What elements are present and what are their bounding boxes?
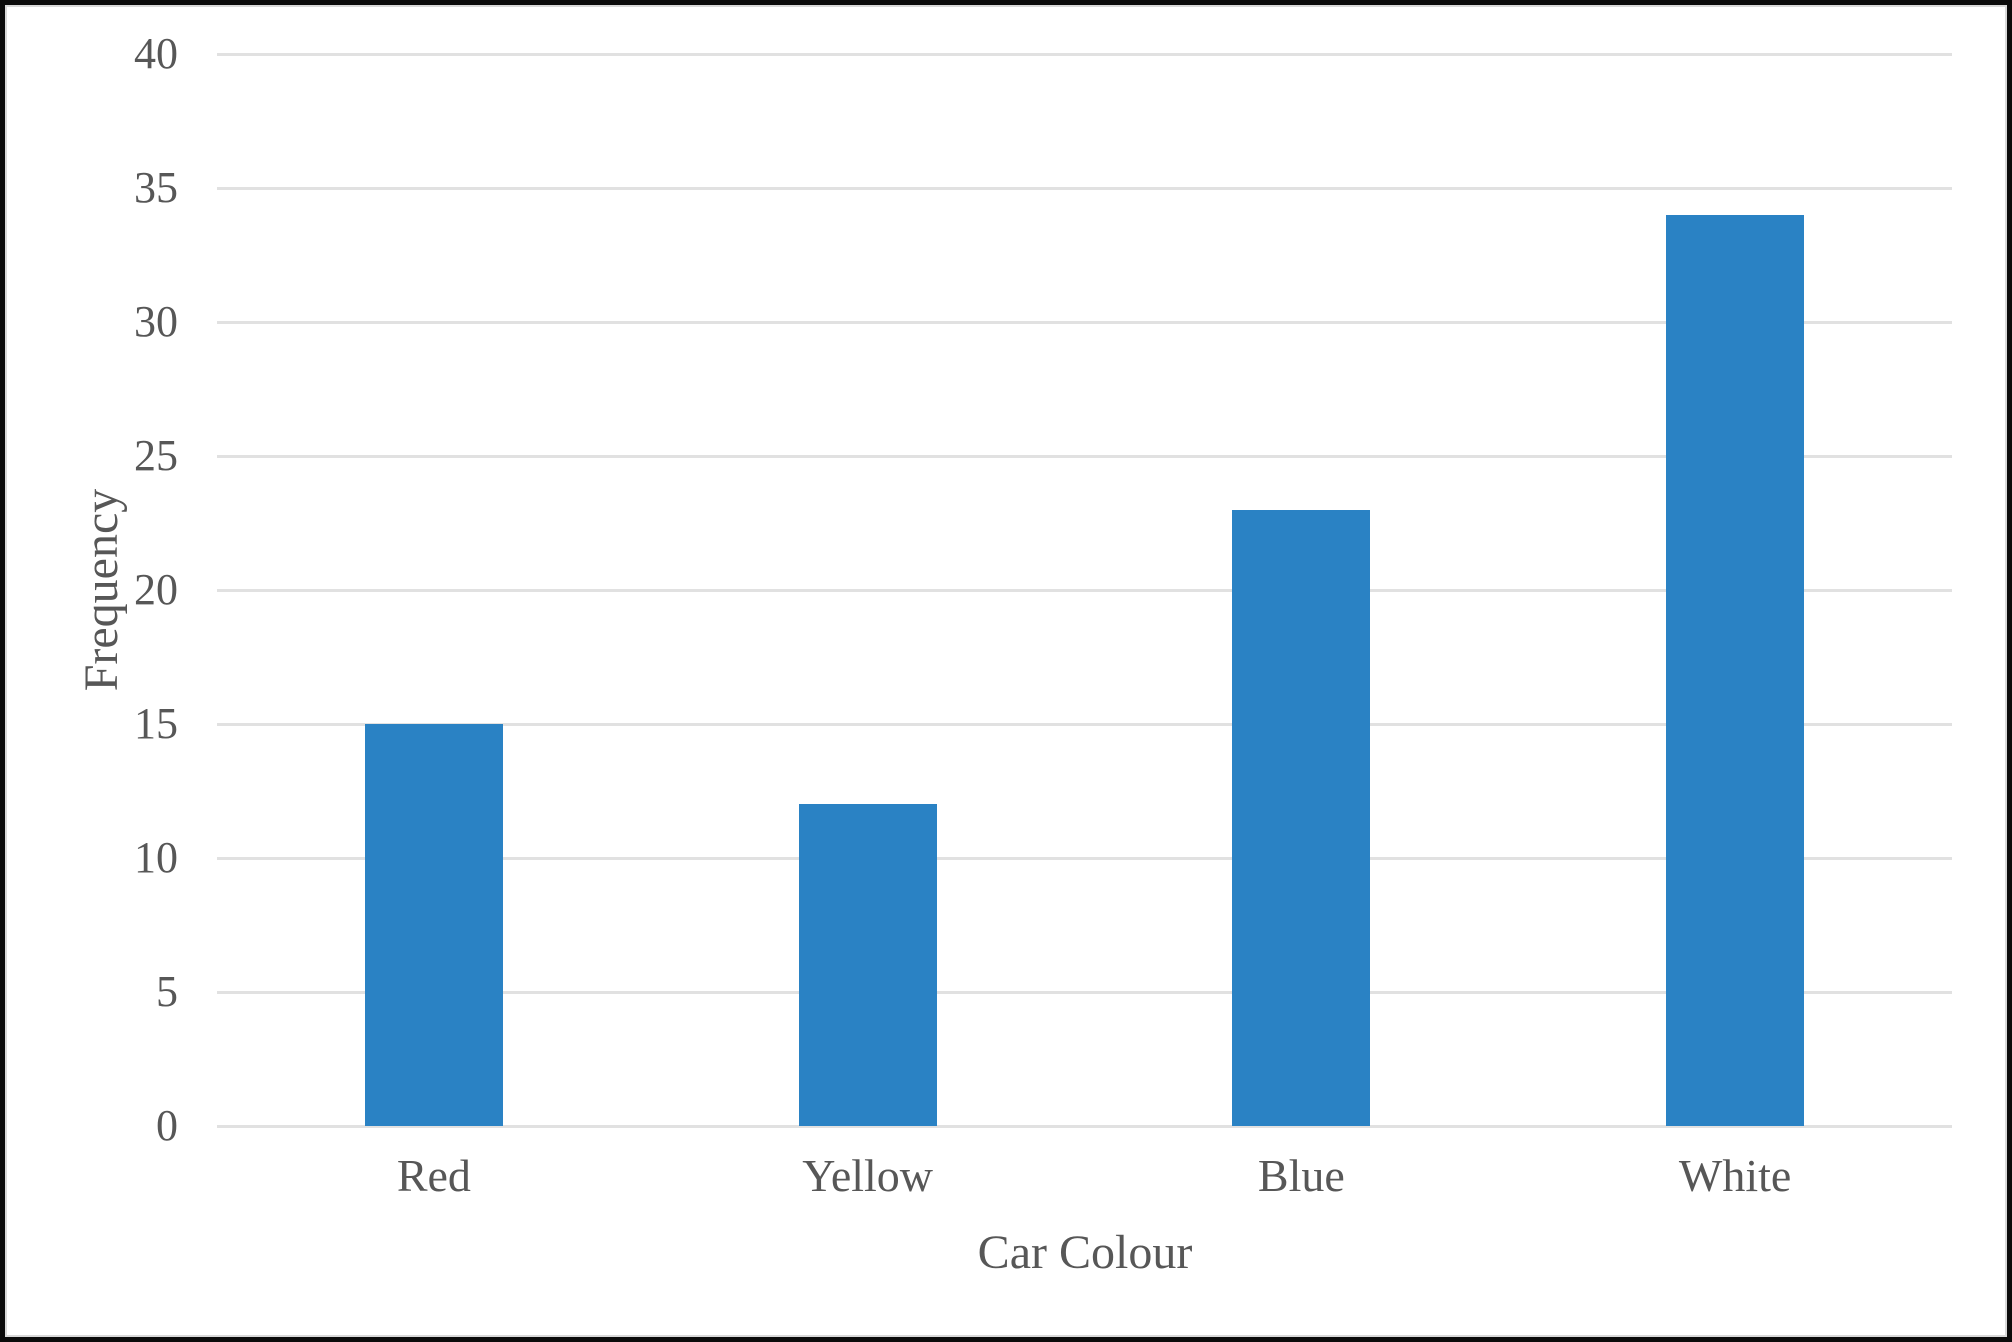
y-tick-label: 5 bbox=[156, 967, 178, 1016]
gridline bbox=[217, 722, 1952, 726]
gridline bbox=[217, 186, 1952, 190]
y-tick-label: 15 bbox=[134, 699, 178, 748]
y-axis-title: Frequency bbox=[75, 488, 128, 692]
gridline bbox=[217, 588, 1952, 592]
y-tick-label: 10 bbox=[134, 833, 178, 882]
y-tick-label: 0 bbox=[156, 1101, 178, 1150]
x-axis-title: Car Colour bbox=[977, 1226, 1193, 1279]
x-category-label: Yellow bbox=[802, 1150, 934, 1201]
y-tick-label: 30 bbox=[134, 297, 178, 346]
plot-area bbox=[217, 52, 1952, 1128]
gridline bbox=[217, 52, 1952, 56]
y-tick-label: 20 bbox=[134, 565, 178, 614]
y-tick-label: 35 bbox=[134, 163, 178, 212]
y-tick-label: 25 bbox=[134, 431, 178, 480]
gridline bbox=[217, 320, 1952, 324]
bar-white bbox=[1666, 214, 1805, 1126]
bar-blue bbox=[1232, 509, 1371, 1126]
gridline bbox=[217, 454, 1952, 458]
gridline bbox=[217, 990, 1952, 994]
x-category-label: Blue bbox=[1257, 1150, 1345, 1201]
gridline bbox=[217, 1124, 1952, 1128]
y-tick-label: 40 bbox=[134, 29, 178, 78]
x-category-label: Red bbox=[396, 1150, 471, 1201]
gridline bbox=[217, 856, 1952, 860]
bar-yellow bbox=[798, 804, 937, 1126]
bar-red bbox=[364, 724, 503, 1126]
x-category-label: White bbox=[1678, 1150, 1792, 1201]
